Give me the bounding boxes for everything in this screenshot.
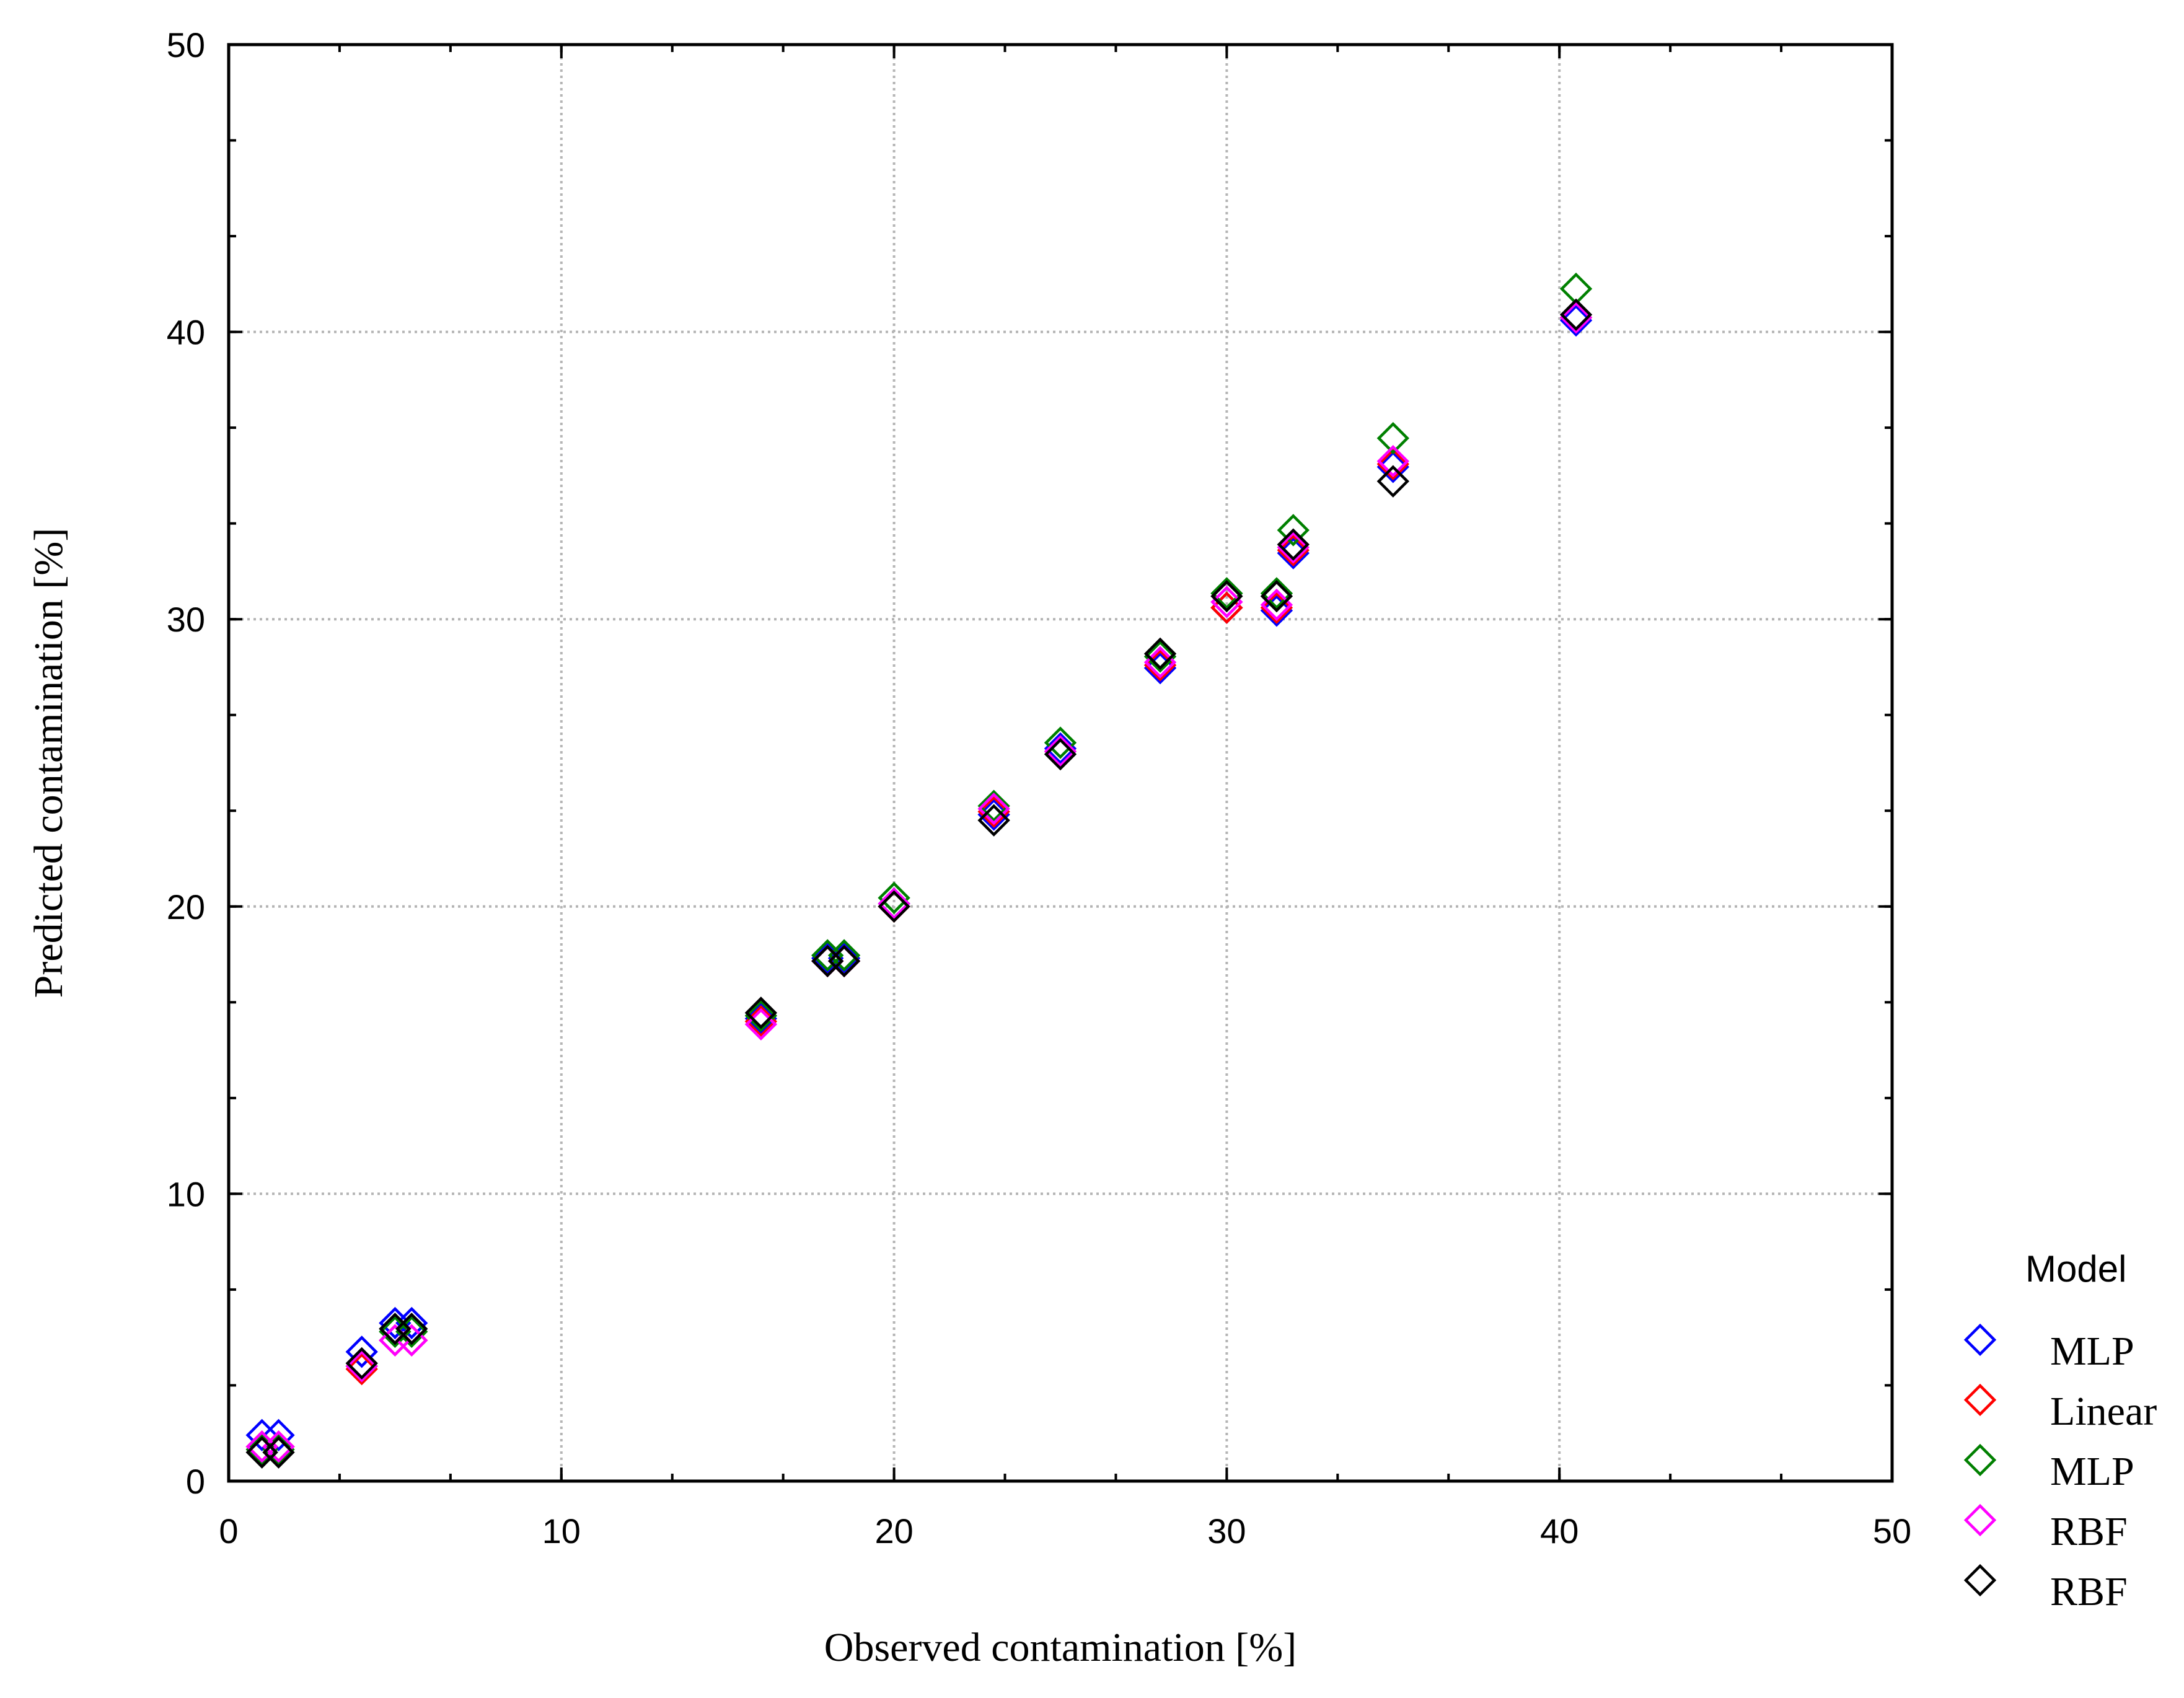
legend-label: MLP: [2050, 1329, 2134, 1374]
data-point: [744, 996, 778, 1029]
data-point: [1260, 577, 1293, 610]
data-point: [1559, 298, 1593, 331]
y-tick-label: 20: [167, 887, 205, 926]
data-point: [395, 1313, 428, 1345]
data-point: [395, 1306, 428, 1340]
data-point: [245, 1419, 278, 1452]
legend-marker: [1963, 1443, 1997, 1477]
y-tick-label: 0: [186, 1462, 205, 1501]
data-point: [1044, 732, 1077, 765]
data-point: [1559, 301, 1593, 334]
x-tick-label: 30: [1207, 1511, 1246, 1551]
data-point: [1210, 591, 1243, 624]
legend-marker: [1963, 1323, 1997, 1357]
data-point: [1143, 651, 1177, 685]
data-point: [811, 939, 844, 972]
data-point: [878, 881, 910, 915]
data-point: [1210, 579, 1243, 613]
x-tick-label: 40: [1540, 1511, 1579, 1551]
data-point: [1376, 465, 1409, 498]
legend: Model MLP Linear MLP RBF RBF: [1963, 1248, 2157, 1614]
series-4: [245, 298, 1593, 1469]
data-point: [379, 1313, 412, 1345]
data-point: [878, 887, 910, 920]
y-tick-label: 30: [167, 600, 205, 639]
data-point: [379, 1306, 412, 1340]
data-point: [1143, 640, 1177, 673]
x-tick-label: 20: [874, 1511, 913, 1551]
data-point: [744, 999, 778, 1032]
data-point: [1260, 594, 1293, 627]
data-point: [1277, 531, 1310, 564]
data-point: [1044, 726, 1077, 759]
y-tick-label: 10: [167, 1174, 205, 1213]
data-point: [1559, 304, 1593, 337]
data-point: [1376, 421, 1409, 455]
data-point: [1376, 451, 1409, 483]
legend-marker: [1963, 1383, 1997, 1417]
x-tick-label: 50: [1873, 1511, 1911, 1551]
data-point: [811, 944, 844, 978]
data-point: [1143, 637, 1177, 671]
data-point: [245, 1430, 278, 1463]
y-axis-title: Predicted contamination [%]: [26, 528, 71, 998]
data-point: [744, 1002, 778, 1035]
data-point: [395, 1315, 428, 1348]
data-point: [1277, 534, 1310, 567]
legend-marker: [1963, 1564, 1997, 1597]
data-point: [262, 1436, 295, 1469]
series-2: [245, 272, 1593, 1466]
legend-label: Linear: [2050, 1389, 2157, 1434]
data-point: [1044, 737, 1077, 771]
data-points: [245, 272, 1593, 1469]
data-point: [977, 804, 1010, 837]
grid-lines: [229, 45, 1892, 1481]
data-point: [345, 1335, 378, 1368]
data-point: [262, 1419, 295, 1452]
data-point: [878, 890, 910, 923]
data-point: [1210, 577, 1243, 610]
data-point: [1277, 514, 1310, 547]
data-point: [345, 1353, 378, 1386]
data-point: [345, 1350, 378, 1383]
x-axis-title: Observed contamination [%]: [824, 1625, 1297, 1670]
x-tick-label: 0: [219, 1511, 238, 1551]
y-tick-label: 50: [167, 25, 205, 64]
legend-label: RBF: [2050, 1569, 2128, 1614]
plot-frame: [227, 43, 1894, 1483]
data-point: [827, 944, 861, 978]
data-point: [1260, 579, 1293, 613]
data-point: [977, 790, 1010, 822]
legend-label: MLP: [2050, 1449, 2134, 1494]
data-point: [977, 792, 1010, 825]
data-point: [1277, 528, 1310, 561]
data-point: [1260, 591, 1293, 624]
tick-labels: 0 10 20 30 40 50 0 10 20 30 40 50: [167, 25, 1911, 1551]
data-point: [245, 1436, 278, 1469]
data-point: [1210, 586, 1243, 618]
data-point: [1044, 735, 1077, 768]
legend-title: Model: [2025, 1248, 2126, 1290]
data-point: [262, 1430, 295, 1463]
data-point: [977, 795, 1010, 828]
legend-marker: [1963, 1503, 1997, 1537]
data-point: [1376, 445, 1409, 478]
y-tick-label: 40: [167, 313, 205, 352]
data-point: [379, 1315, 412, 1348]
data-point: [345, 1347, 378, 1380]
data-point: [744, 1008, 778, 1041]
legend-label: RBF: [2050, 1509, 2128, 1554]
x-tick-label: 10: [542, 1511, 581, 1551]
data-point: [1376, 447, 1409, 481]
data-point: [827, 939, 861, 972]
